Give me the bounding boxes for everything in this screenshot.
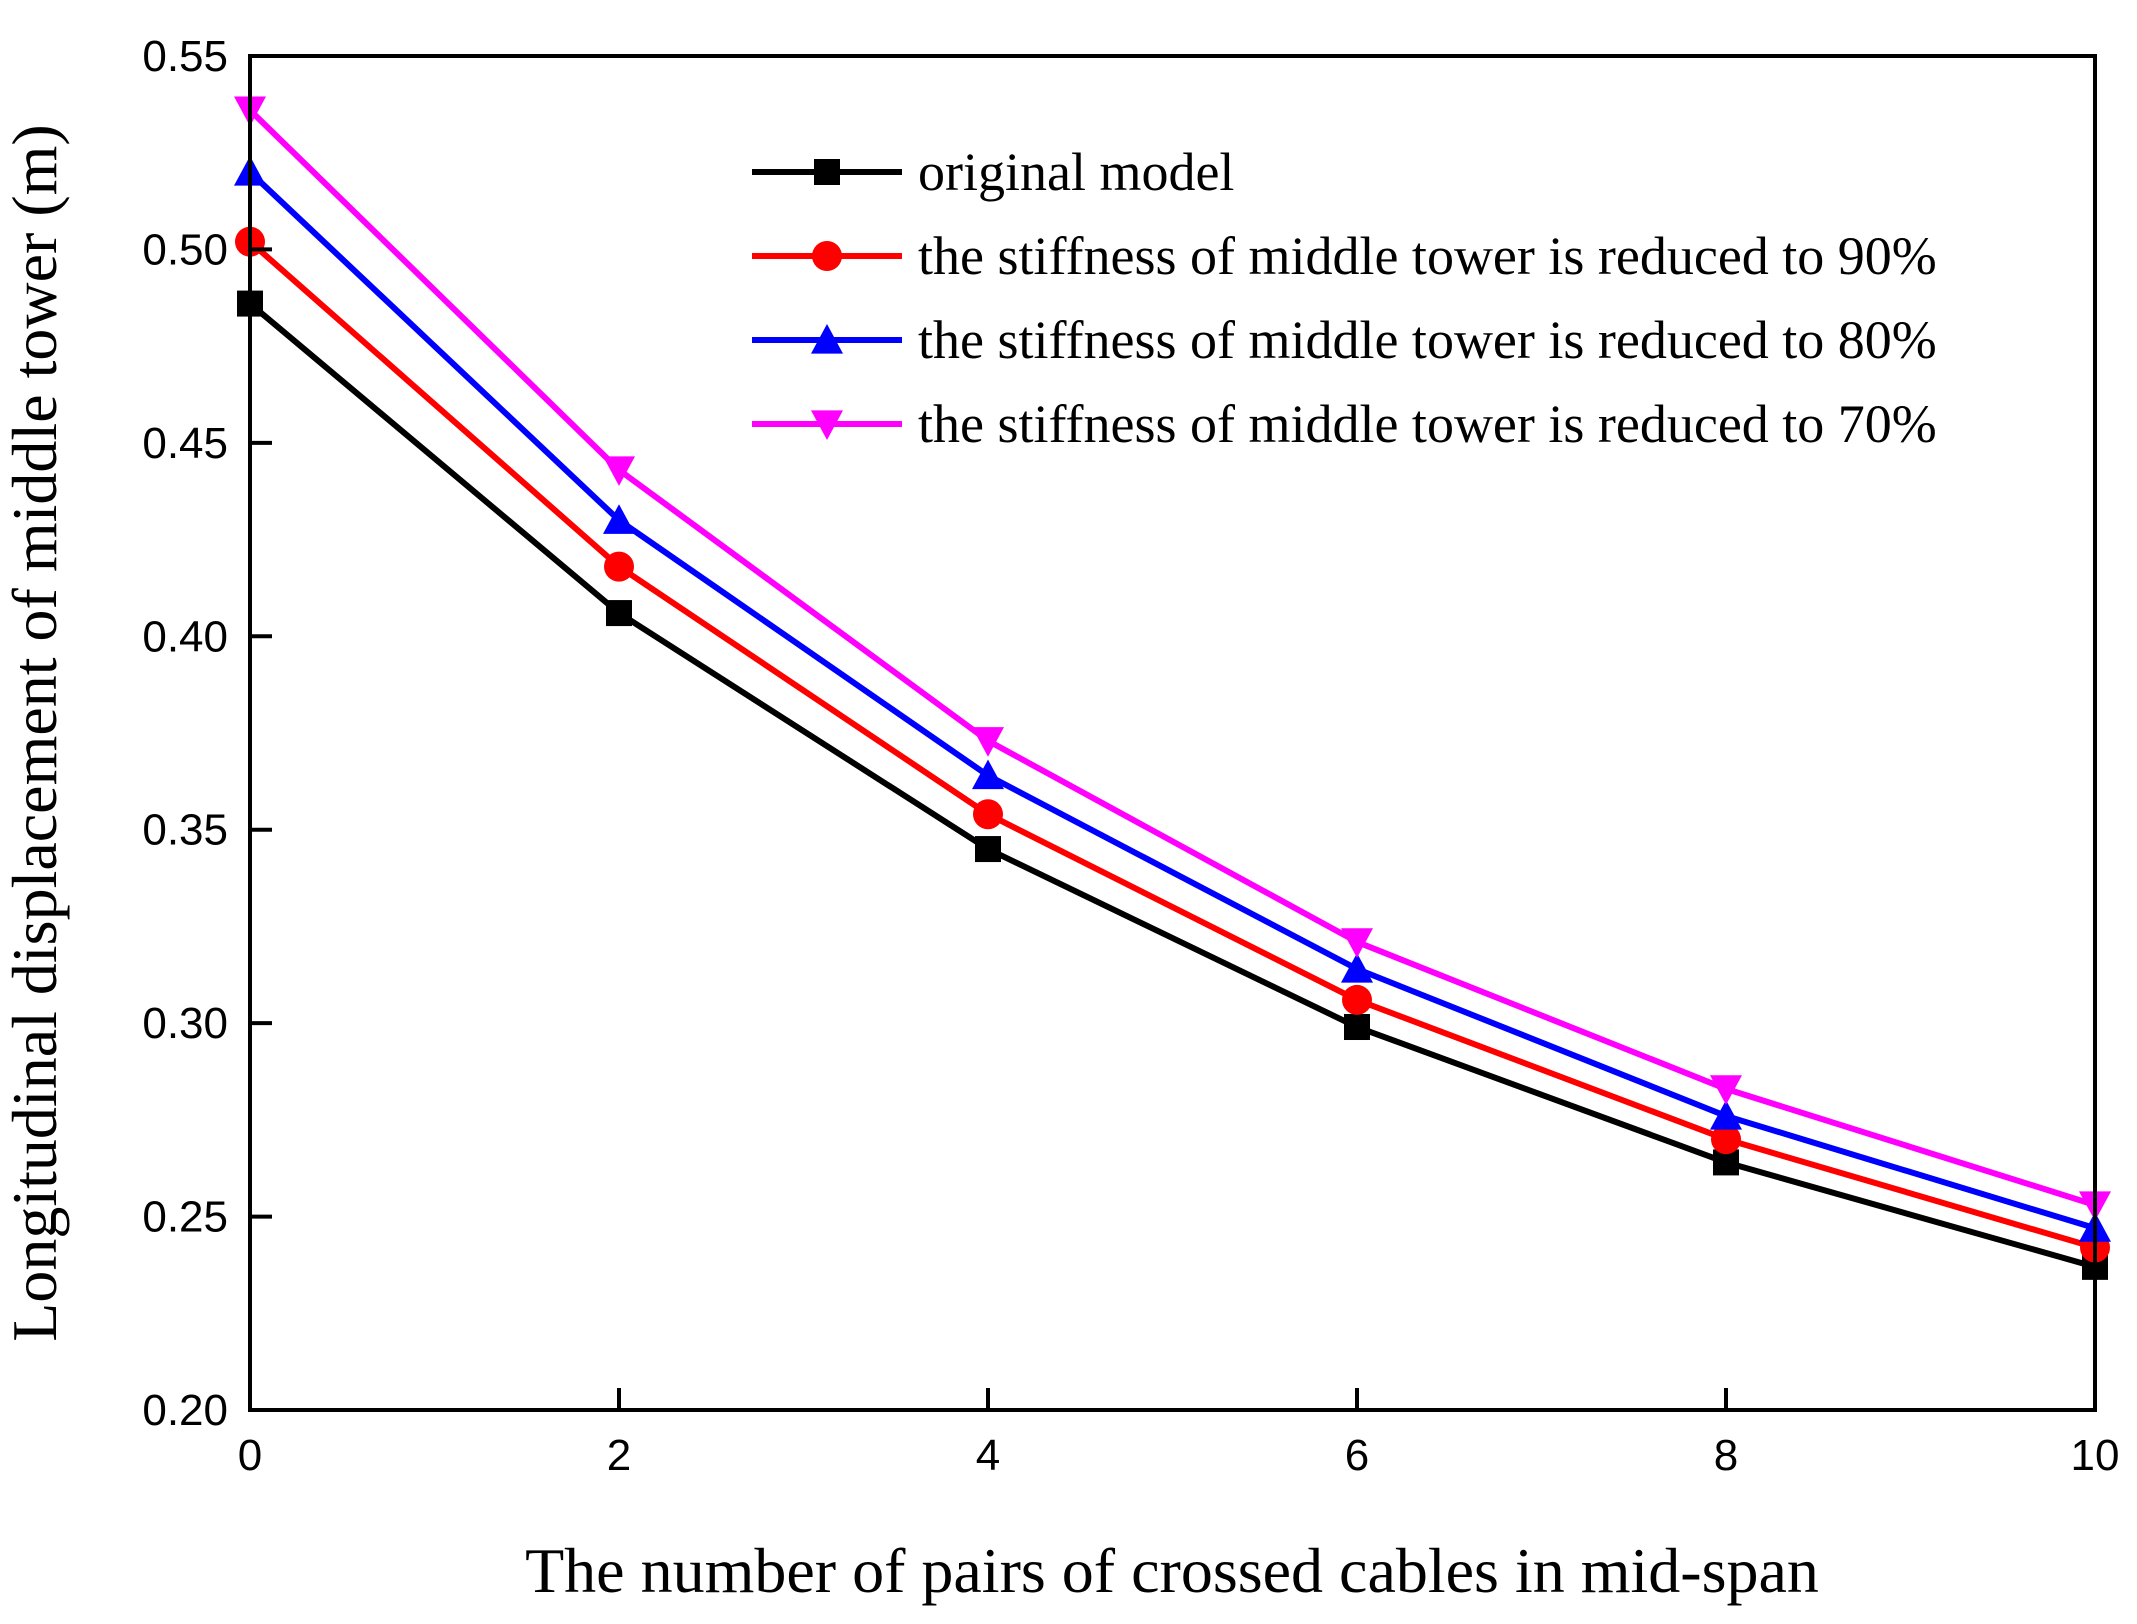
x-tick-label: 0 [238,1431,262,1480]
series-1 [235,226,2110,1263]
series-line [247,108,2096,1208]
series-3 [234,96,2111,1221]
series-line [248,301,2096,1270]
legend-label: the stiffness of middle tower is reduced… [918,226,1937,286]
y-tick-label: 0.30 [142,999,228,1048]
legend-marker [811,410,843,440]
y-tick-label: 0.50 [142,225,228,274]
data-point [1710,1099,1742,1130]
y-tick-label: 0.25 [142,1193,228,1242]
x-tick-label: 10 [2071,1431,2120,1480]
data-point [975,836,1001,863]
legend-entry: the stiffness of middle tower is reduced… [752,310,1937,370]
data-point [603,504,635,534]
data-point [1341,952,1373,983]
legend-marker [811,324,843,354]
data-point [1711,1124,1741,1155]
x-axis-title: The number of pairs of crossed cables in… [525,1535,1819,1606]
legend-marker [812,241,842,271]
x-tick-label: 2 [607,1431,631,1480]
legend-label: the stiffness of middle tower is reduced… [918,394,1937,454]
series-line [247,169,2096,1232]
x-tick-label: 8 [1714,1431,1738,1480]
y-axis: 0.20 0.25 0.30 0.35 0.40 0.45 0.50 0.55 [142,32,272,1435]
x-tick-label: 6 [1345,1431,1369,1480]
data-point [604,551,634,582]
y-axis-title: Longitudinal displacement of middle towe… [0,124,70,1341]
data-point [606,600,632,627]
legend-entry: the stiffness of middle tower is reduced… [752,394,1937,454]
data-point [972,727,1004,757]
data-point [603,456,635,486]
y-tick-label: 0.35 [142,806,228,855]
legend-marker [814,159,840,185]
series-2 [234,156,2111,1242]
x-tick-label: 4 [976,1431,1000,1480]
y-tick-label: 0.20 [142,1386,228,1435]
data-point [1341,928,1373,958]
y-tick-label: 0.55 [142,32,228,81]
data-point [1710,1075,1742,1105]
legend: original model the stiffness of middle to… [752,142,1937,454]
y-tick-label: 0.45 [142,419,228,468]
data-point [972,759,1004,790]
series-line [248,239,2096,1251]
x-axis: 0 2 4 6 8 10 [238,1388,2120,1480]
data-point [1342,984,1372,1015]
legend-label: original model [918,142,1234,202]
data-point [973,799,1003,830]
y-tick-label: 0.40 [142,612,228,661]
data-point [1344,1014,1370,1041]
plot-frame [248,54,2097,1412]
series-layer [234,96,2111,1280]
legend-label: the stiffness of middle tower is reduced… [918,310,1937,370]
legend-entry: original model [752,142,1234,202]
legend-entry: the stiffness of middle tower is reduced… [752,226,1937,286]
